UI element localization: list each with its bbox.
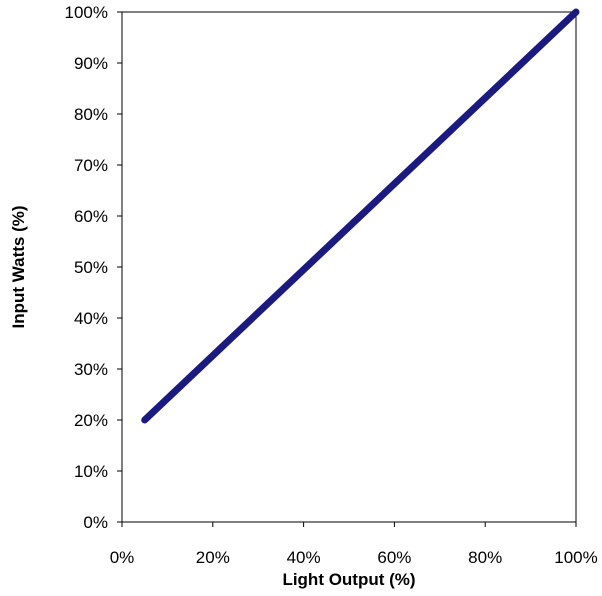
x-tick-label: 80% bbox=[468, 548, 502, 567]
x-axis-ticks: 0% 20% 40% 60% 80% 100% bbox=[110, 522, 598, 567]
series-layer bbox=[141, 8, 580, 424]
x-tick-label: 0% bbox=[110, 548, 135, 567]
x-tick-label: 40% bbox=[287, 548, 321, 567]
x-tick-label: 60% bbox=[377, 548, 411, 567]
plot-area bbox=[121, 11, 577, 523]
y-tick-label: 0% bbox=[83, 513, 108, 532]
y-tick-label: 40% bbox=[74, 309, 108, 328]
y-tick-label: 100% bbox=[65, 3, 108, 22]
series-line bbox=[141, 8, 580, 424]
y-axis-title: Input Watts (%) bbox=[9, 205, 28, 328]
y-axis-ticks: 0% 10% 20% 30% 40% 50% 60% 70% 80% 90% 100% bbox=[65, 3, 122, 532]
y-tick-label: 70% bbox=[74, 156, 108, 175]
x-tick-label: 20% bbox=[196, 548, 230, 567]
y-tick-label: 60% bbox=[74, 207, 108, 226]
y-tick-label: 20% bbox=[74, 411, 108, 430]
y-tick-label: 50% bbox=[74, 258, 108, 277]
y-tick-label: 10% bbox=[74, 462, 108, 481]
y-tick-label: 30% bbox=[74, 360, 108, 379]
x-tick-label: 100% bbox=[554, 548, 597, 567]
y-tick-label: 90% bbox=[74, 54, 108, 73]
y-tick-label: 80% bbox=[74, 105, 108, 124]
x-axis-title: Light Output (%) bbox=[282, 570, 415, 589]
